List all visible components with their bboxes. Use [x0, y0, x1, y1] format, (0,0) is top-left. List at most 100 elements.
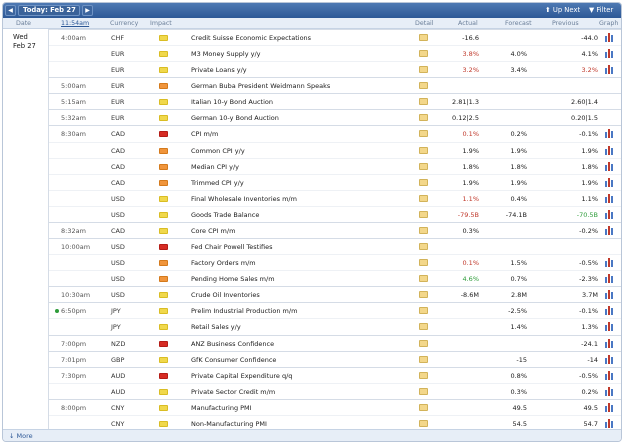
detail-folder-icon[interactable] [419, 210, 428, 218]
detail-folder-icon[interactable] [419, 66, 428, 74]
event-row[interactable]: 7:00pm NZD ANZ Business Confidence -24.1 [49, 334, 621, 351]
event-row[interactable]: USD Goods Trade Balance -79.5B -74.1B -70.5B [49, 205, 621, 222]
detail-folder-icon[interactable] [419, 419, 428, 427]
event-row[interactable]: USD Final Wholesale Inventories m/m 1.1% 0.… [49, 189, 621, 206]
graph-icon[interactable] [605, 306, 615, 316]
more-link[interactable]: ↓ More [9, 432, 33, 440]
col-time[interactable]: 11:54am [61, 20, 90, 27]
event-row[interactable]: AUD Private Sector Credit m/m 0.3% 0.2% [49, 382, 621, 399]
graph-icon[interactable] [605, 370, 615, 380]
event-row[interactable]: 7:30pm AUD Private Capital Expenditure q/q… [49, 366, 621, 383]
event-row[interactable]: 5:00am EUR German Buba President Weidmann … [49, 77, 621, 93]
impact-low-icon[interactable] [159, 292, 168, 299]
next-day-button[interactable]: ▶ [82, 5, 93, 16]
detail-folder-icon[interactable] [419, 146, 428, 154]
impact-low-icon[interactable] [159, 356, 168, 363]
graph-icon[interactable] [605, 33, 615, 42]
graph-icon[interactable] [605, 354, 615, 364]
graph-icon[interactable] [605, 418, 615, 428]
graph-icon[interactable] [605, 402, 615, 412]
impact-low-icon[interactable] [159, 308, 168, 315]
graph-icon[interactable] [605, 290, 615, 300]
event-row[interactable]: 6:50pm JPY Prelim Industrial Production m/… [49, 302, 621, 318]
graph-icon[interactable] [605, 258, 615, 268]
detail-folder-icon[interactable] [419, 50, 428, 58]
detail-folder-icon[interactable] [419, 226, 428, 234]
event-row[interactable]: USD Pending Home Sales m/m 4.6% 0.7% -2.3% [49, 270, 621, 286]
prev-day-button[interactable]: ◀ [5, 5, 16, 16]
impact-high-icon[interactable] [159, 340, 168, 347]
detail-folder-icon[interactable] [419, 243, 428, 251]
detail-folder-icon[interactable] [419, 162, 428, 170]
event-row[interactable]: CAD Common CPI y/y 1.9% 1.9% 1.9% [49, 141, 621, 158]
graph-icon[interactable] [605, 209, 615, 219]
graph-icon[interactable] [605, 193, 615, 203]
detail-folder-icon[interactable] [419, 323, 428, 331]
up-next-button[interactable]: ⬆ Up Next [545, 6, 581, 14]
impact-low-icon[interactable] [159, 35, 168, 41]
event-row[interactable]: 5:15am EUR Italian 10-y Bond Auction 2.81|1… [49, 93, 621, 109]
impact-low-icon[interactable] [159, 67, 168, 74]
event-row[interactable]: JPY Retail Sales y/y 1.4% 1.3% [49, 318, 621, 334]
date-selector[interactable]: Today: Feb 27 [18, 5, 80, 16]
event-row[interactable]: 8:32am CAD Core CPI m/m 0.3% -0.2% [49, 221, 621, 238]
detail-folder-icon[interactable] [419, 259, 428, 267]
event-row[interactable]: EUR Private Loans y/y 3.2% 3.4% 3.2% [49, 61, 621, 77]
impact-low-icon[interactable] [159, 99, 168, 106]
impact-high-icon[interactable] [159, 372, 168, 379]
filter-button[interactable]: ▼ Filter [589, 6, 614, 14]
detail-folder-icon[interactable] [419, 275, 428, 283]
event-row[interactable]: 8:30am CAD CPI m/m 0.1% 0.2% -0.1% [49, 125, 621, 141]
graph-icon[interactable] [605, 225, 615, 235]
impact-low-icon[interactable] [159, 388, 168, 395]
impact-low-icon[interactable] [159, 404, 168, 411]
event-row[interactable]: EUR M3 Money Supply y/y 3.8% 4.0% 4.1% [49, 45, 621, 61]
event-row[interactable]: CAD Median CPI y/y 1.8% 1.8% 1.8% [49, 157, 621, 174]
impact-low-icon[interactable] [159, 115, 168, 122]
detail-folder-icon[interactable] [419, 34, 428, 41]
event-row[interactable]: 10:30am USD Crude Oil Inventories -8.6M 2.8M… [49, 286, 621, 302]
event-row[interactable]: 8:00pm CNY Manufacturing PMI 49.5 49.5 [49, 398, 621, 415]
graph-icon[interactable] [605, 49, 615, 59]
detail-folder-icon[interactable] [419, 114, 428, 122]
event-row[interactable]: 10:00am USD Fed Chair Powell Testifies [49, 238, 621, 254]
event-row[interactable]: 5:32am EUR German 10-y Bond Auction 0.12|2.… [49, 109, 621, 125]
impact-med-icon[interactable] [159, 260, 168, 267]
impact-med-icon[interactable] [159, 276, 168, 283]
graph-icon[interactable] [605, 338, 615, 348]
impact-low-icon[interactable] [159, 227, 168, 234]
event-row[interactable]: CNY Non-Manufacturing PMI 54.5 54.7 [49, 414, 621, 431]
impact-low-icon[interactable] [159, 195, 168, 202]
detail-folder-icon[interactable] [419, 339, 428, 347]
impact-med-icon[interactable] [159, 179, 168, 186]
impact-high-icon[interactable] [159, 131, 168, 138]
detail-folder-icon[interactable] [419, 194, 428, 202]
impact-low-icon[interactable] [159, 420, 168, 427]
detail-folder-icon[interactable] [419, 130, 428, 138]
event-row[interactable]: USD Factory Orders m/m 0.1% 1.5% -0.5% [49, 254, 621, 270]
impact-med-icon[interactable] [159, 147, 168, 154]
detail-folder-icon[interactable] [419, 403, 428, 411]
detail-folder-icon[interactable] [419, 307, 428, 315]
impact-med-icon[interactable] [159, 83, 168, 90]
impact-low-icon[interactable] [159, 324, 168, 331]
detail-folder-icon[interactable] [419, 291, 428, 299]
graph-icon[interactable] [605, 322, 615, 332]
event-row[interactable]: 4:00am CHF Credit Suisse Economic Expectat… [49, 29, 621, 45]
graph-icon[interactable] [605, 65, 615, 75]
event-row[interactable]: CAD Trimmed CPI y/y 1.9% 1.9% 1.9% [49, 173, 621, 190]
event-row[interactable]: 7:01pm GBP GfK Consumer Confidence -15 -14 [49, 350, 621, 367]
impact-med-icon[interactable] [159, 163, 168, 170]
graph-icon[interactable] [605, 129, 615, 139]
detail-folder-icon[interactable] [419, 387, 428, 395]
impact-high-icon[interactable] [159, 244, 168, 251]
detail-folder-icon[interactable] [419, 371, 428, 379]
graph-icon[interactable] [605, 161, 615, 171]
detail-folder-icon[interactable] [419, 98, 428, 106]
detail-folder-icon[interactable] [419, 355, 428, 363]
detail-folder-icon[interactable] [419, 178, 428, 186]
graph-icon[interactable] [605, 274, 615, 284]
impact-low-icon[interactable] [159, 51, 168, 58]
graph-icon[interactable] [605, 145, 615, 155]
graph-icon[interactable] [605, 177, 615, 187]
